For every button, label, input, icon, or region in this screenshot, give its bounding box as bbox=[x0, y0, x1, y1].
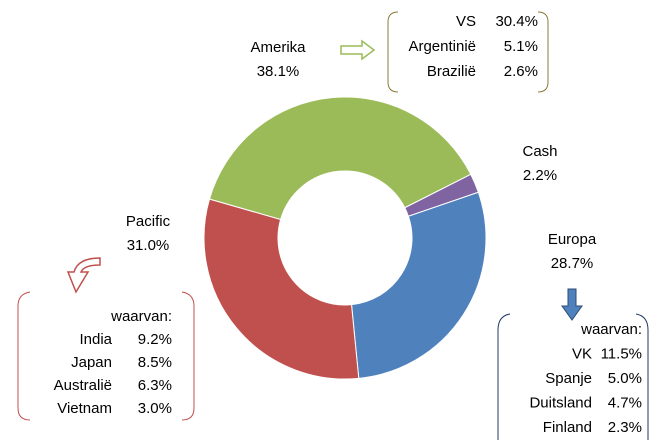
value-label: 31.0% bbox=[127, 237, 170, 254]
category-label: Cash bbox=[522, 143, 557, 160]
category-label: Amerika bbox=[250, 39, 306, 56]
value-label: 38.1% bbox=[257, 63, 300, 80]
breakdown-header: waarvan: bbox=[110, 308, 172, 325]
bracket bbox=[497, 313, 649, 440]
arrow bbox=[561, 288, 583, 321]
category-label: Pacific bbox=[126, 213, 171, 230]
breakdown-value: 2.3% bbox=[608, 419, 642, 436]
breakdown-value: 9.2% bbox=[138, 331, 172, 348]
breakdown-name: Australië bbox=[54, 377, 112, 394]
bracket bbox=[17, 291, 195, 421]
breakdown-name: Argentinië bbox=[408, 38, 476, 55]
breakdown-name: Japan bbox=[71, 354, 112, 371]
breakdown-value: 4.7% bbox=[608, 394, 642, 411]
arrow bbox=[66, 257, 101, 294]
breakdown-name: Duitsland bbox=[529, 394, 592, 411]
category-label: Europa bbox=[548, 231, 597, 248]
breakdown-value: 8.5% bbox=[138, 354, 172, 371]
breakdown-name: Vietnam bbox=[57, 400, 112, 417]
breakdown-value: 3.0% bbox=[138, 400, 172, 417]
breakdown-name: VK bbox=[572, 345, 592, 362]
breakdown-value: 6.3% bbox=[138, 377, 172, 394]
breakdown-value: 30.4% bbox=[495, 13, 538, 30]
arrow bbox=[340, 39, 376, 61]
breakdown-name: Spanje bbox=[545, 370, 592, 387]
value-label: 28.7% bbox=[551, 255, 594, 272]
breakdown-name: Finland bbox=[543, 419, 592, 436]
bracket bbox=[387, 11, 549, 93]
donut-slice bbox=[203, 198, 360, 380]
breakdown-name: India bbox=[79, 331, 112, 348]
breakdown-header: waarvan: bbox=[580, 321, 642, 338]
breakdown-name: Brazilië bbox=[427, 63, 476, 80]
breakdown-value: 2.6% bbox=[504, 63, 538, 80]
breakdown-value: 5.1% bbox=[504, 38, 538, 55]
breakdown-value: 5.0% bbox=[608, 370, 642, 387]
breakdown-name: VS bbox=[456, 13, 476, 30]
value-label: 2.2% bbox=[523, 167, 557, 184]
donut-slice bbox=[350, 191, 487, 379]
breakdown-value: 11.5% bbox=[601, 345, 642, 362]
donut-slice bbox=[208, 96, 472, 221]
